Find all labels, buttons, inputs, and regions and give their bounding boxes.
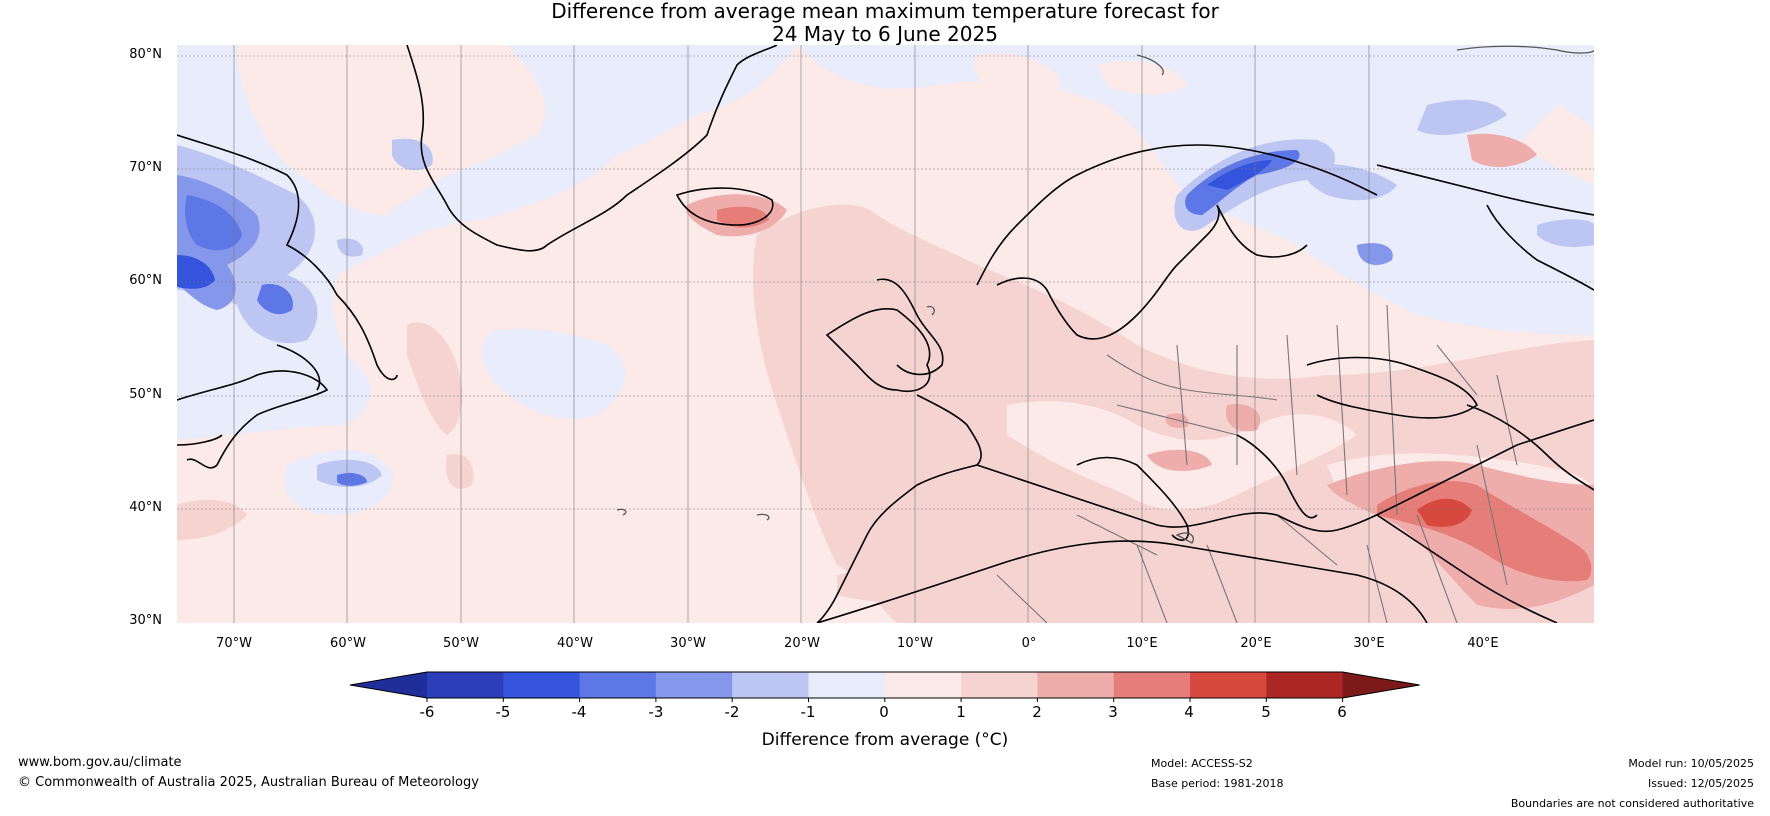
colorbar-tick-label: 1 [956, 703, 966, 721]
temperature-anomaly-map [177, 45, 1594, 623]
cool-anomaly-regions [177, 45, 1594, 515]
colorbar-tick-label: 5 [1261, 703, 1271, 721]
footer-copyright: © Commonwealth of Australia 2025, Austra… [18, 775, 479, 790]
colorbar [349, 671, 1420, 702]
colorbar-segment [427, 672, 504, 698]
colorbar-segment [884, 672, 962, 698]
lon-label-10e: 10°E [1126, 636, 1158, 651]
colorbar-extend-high [1342, 672, 1420, 698]
lon-label-20e: 20°E [1240, 636, 1272, 651]
colorbar-extend-low [350, 672, 427, 698]
coastlines [177, 45, 1594, 623]
colorbar-segment [579, 672, 657, 698]
colorbar-segment [961, 672, 1038, 698]
footer-base-period: Base period: 1981-2018 [1151, 777, 1284, 790]
colorbar-tick-label: 3 [1108, 703, 1118, 721]
footer-issued: Issued: 12/05/2025 [1647, 777, 1754, 790]
lat-label-30n: 30°N [129, 613, 162, 628]
colorbar-tick-label: -3 [648, 703, 664, 721]
lon-label-10w: 10°W [897, 636, 933, 651]
lon-label-50w: 50°W [443, 636, 479, 651]
graticule [177, 45, 1594, 623]
lat-label-70n: 70°N [129, 160, 162, 175]
colorbar-label: Difference from average (°C) [761, 730, 1009, 750]
colorbar-tick-label: 0 [879, 703, 889, 721]
lon-label-30e: 30°E [1353, 636, 1385, 651]
map-title-line-1: Difference from average mean maximum tem… [551, 0, 1219, 23]
colorbar-tick-label: -2 [724, 703, 740, 721]
lon-label-70w: 70°W [216, 636, 252, 651]
lon-label-40e: 40°E [1467, 636, 1499, 651]
country-borders [996, 304, 1518, 623]
lat-label-50n: 50°N [129, 387, 162, 402]
lon-label-20w: 20°W [784, 636, 820, 651]
colorbar-segment [1190, 672, 1267, 698]
warm-anomaly-regions [177, 133, 1594, 623]
footer-model: Model: ACCESS-S2 [1151, 757, 1253, 770]
lat-label-60n: 60°N [129, 273, 162, 288]
colorbar-tick-label: -4 [571, 703, 587, 721]
colorbar-segment [503, 672, 581, 698]
footer-disclaimer: Boundaries are not considered authoritat… [1510, 797, 1754, 810]
colorbar-tick-label: 4 [1184, 703, 1194, 721]
footer-url: www.bom.gov.au/climate [18, 755, 182, 770]
lon-label-30w: 30°W [670, 636, 706, 651]
colorbar-tick-label: -6 [419, 703, 435, 721]
colorbar-segment [732, 672, 809, 698]
lon-label-60w: 60°W [330, 636, 366, 651]
colorbar-segment [1266, 672, 1344, 698]
map-title-line-2: 24 May to 6 June 2025 [772, 22, 998, 46]
colorbar-segment [1113, 672, 1191, 698]
colorbar-segment [808, 672, 886, 698]
lat-label-80n: 80°N [129, 47, 162, 62]
lon-label-0: 0° [1021, 636, 1037, 651]
colorbar-tick-label: -5 [495, 703, 511, 721]
lat-label-40n: 40°N [129, 500, 162, 515]
lon-label-40w: 40°W [557, 636, 593, 651]
colorbar-tick-label: 6 [1337, 703, 1347, 721]
footer-model-run: Model run: 10/05/2025 [1628, 757, 1754, 770]
islands [616, 45, 1594, 544]
colorbar-tick-label: -1 [800, 703, 816, 721]
colorbar-segment [1037, 672, 1115, 698]
colorbar-segment [655, 672, 733, 698]
colorbar-tick-label: 2 [1032, 703, 1042, 721]
